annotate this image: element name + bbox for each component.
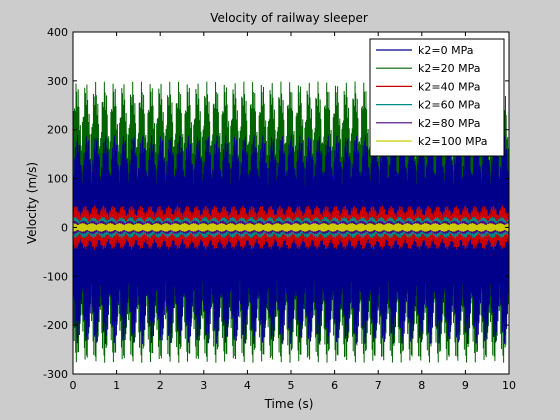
series-line <box>72 216 510 238</box>
x-tick-label: 2 <box>157 379 164 392</box>
legend-label: k2=40 MPa <box>418 80 480 93</box>
legend: k2=0 MPa k2=20 MPa k2=40 MPa k2=60 MPa k2=80… <box>369 38 505 157</box>
x-tick-label: 8 <box>418 379 425 392</box>
legend-label: k2=60 MPa <box>418 99 480 112</box>
x-tick-label: 10 <box>502 379 516 392</box>
y-tick-label: 400 <box>47 26 68 39</box>
x-tick-label: 9 <box>462 379 469 392</box>
x-tick-label: 4 <box>244 379 251 392</box>
y-tick-label: 100 <box>47 173 68 186</box>
x-tick-label: 1 <box>113 379 120 392</box>
legend-label: k2=0 MPa <box>418 44 473 57</box>
x-tick-label: 5 <box>288 379 295 392</box>
y-tick-label: -300 <box>43 368 68 381</box>
x-tick-label: 0 <box>70 379 77 392</box>
chart-title: Velocity of railway sleeper <box>210 11 368 25</box>
x-tick-label: 3 <box>200 379 207 392</box>
x-tick-label: 7 <box>375 379 382 392</box>
y-tick-label: -100 <box>43 270 68 283</box>
x-tick-label: 6 <box>331 379 338 392</box>
series-line <box>72 223 510 232</box>
y-tick-label: 300 <box>47 75 68 88</box>
x-axis-label: Time (s) <box>264 397 314 411</box>
legend-label: k2=80 MPa <box>418 117 480 130</box>
legend-label: k2=20 MPa <box>418 62 480 75</box>
y-tick-label: 0 <box>61 221 68 234</box>
tick-layer: 0 1 2 3 4 5 6 7 8 9 10 -300 -200 -100 0 100 200 300 400 <box>43 26 516 392</box>
y-axis-label: Velocity (m/s) <box>25 162 39 244</box>
legend-entries: k2=0 MPa k2=20 MPa k2=40 MPa k2=60 MPa k2=80… <box>376 44 487 148</box>
series-layer <box>72 81 510 363</box>
series-line <box>72 205 510 250</box>
y-tick-label: -200 <box>43 319 68 332</box>
legend-label: k2=100 MPa <box>418 135 487 148</box>
legend-box <box>369 38 505 157</box>
y-tick-label: 200 <box>47 124 68 137</box>
